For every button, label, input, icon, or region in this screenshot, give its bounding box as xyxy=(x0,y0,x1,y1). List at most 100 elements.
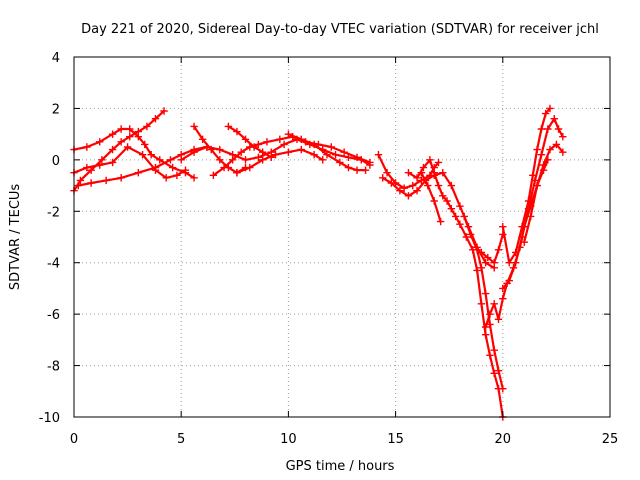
data-point xyxy=(76,176,85,185)
data-point xyxy=(117,125,125,133)
data-point xyxy=(258,156,267,164)
data-point xyxy=(216,145,224,154)
data-point xyxy=(353,153,361,161)
data-point xyxy=(417,169,426,177)
data-point xyxy=(505,277,513,285)
data-point xyxy=(481,259,490,267)
plot-frame xyxy=(73,56,611,418)
data-point xyxy=(477,300,486,308)
data-point xyxy=(126,125,134,133)
y-tick-label: 2 xyxy=(52,102,60,117)
data-point xyxy=(134,169,143,177)
data-point xyxy=(254,140,263,149)
y-tick-label: 0 xyxy=(52,154,60,169)
data-point xyxy=(499,284,507,293)
data-point xyxy=(98,156,106,164)
data-point xyxy=(430,169,438,177)
data-point xyxy=(443,197,451,205)
data-point xyxy=(473,266,481,275)
data-point xyxy=(336,158,344,167)
data-point xyxy=(143,122,151,131)
series-track-16 xyxy=(477,230,507,267)
data-point xyxy=(198,135,207,143)
data-point xyxy=(344,163,353,172)
data-point xyxy=(147,151,155,159)
data-point xyxy=(404,169,413,177)
data-point xyxy=(108,145,117,154)
data-point xyxy=(138,151,147,159)
series-line xyxy=(227,125,273,159)
data-point xyxy=(511,259,520,267)
data-point xyxy=(228,156,237,164)
data-point xyxy=(246,163,254,172)
data-point xyxy=(447,205,456,213)
data-point xyxy=(430,197,438,205)
data-point xyxy=(344,153,353,161)
x-tick-label: 15 xyxy=(387,432,404,447)
data-point xyxy=(419,163,428,172)
series-track-4 xyxy=(74,143,211,190)
data-point xyxy=(529,171,537,179)
data-point xyxy=(559,133,567,141)
data-point xyxy=(466,230,475,239)
x-tick-label: 0 xyxy=(70,432,78,447)
x-tick-label: 20 xyxy=(495,432,512,447)
series-track-19 xyxy=(499,104,554,267)
grid xyxy=(74,57,610,417)
series-track-15 xyxy=(460,212,507,393)
series-track-14 xyxy=(417,169,445,226)
y-tick-label: -2 xyxy=(47,205,60,220)
data-point xyxy=(190,174,198,182)
data-point xyxy=(413,187,421,195)
series-track-18 xyxy=(499,115,567,293)
x-tick-label: 25 xyxy=(602,432,619,447)
chart-title: Day 221 of 2020, Sidereal Day-to-day VTE… xyxy=(81,22,599,37)
data-point xyxy=(297,135,305,143)
data-point xyxy=(340,148,348,156)
data-point xyxy=(319,156,327,164)
data-point xyxy=(327,143,335,151)
data-point xyxy=(409,181,417,190)
data-point xyxy=(331,151,340,159)
data-point xyxy=(284,130,293,138)
x-tick-labels: 0 5 10 15 20 25 xyxy=(70,432,618,447)
series-track-13 xyxy=(404,156,507,421)
y-tick-label: 4 xyxy=(52,51,60,66)
series-track-5 xyxy=(177,135,374,169)
data-point xyxy=(537,125,546,133)
data-point xyxy=(396,187,404,195)
data-point xyxy=(518,223,526,231)
data-point xyxy=(379,174,387,182)
series-layer xyxy=(70,104,567,421)
data-point xyxy=(361,166,370,174)
data-point xyxy=(310,140,318,149)
data-point xyxy=(117,138,125,146)
data-point xyxy=(484,253,492,262)
data-point xyxy=(263,138,271,146)
data-point xyxy=(436,217,445,226)
data-point xyxy=(439,169,447,177)
data-point xyxy=(462,233,471,241)
y-tick-label: -8 xyxy=(47,360,60,375)
data-point xyxy=(233,127,241,136)
y-tick-label: -6 xyxy=(47,308,60,323)
series-track-7 xyxy=(209,133,374,179)
data-point xyxy=(237,148,245,156)
data-point xyxy=(546,145,554,154)
data-point xyxy=(537,151,546,159)
data-point xyxy=(284,148,293,156)
data-point xyxy=(544,125,552,133)
data-point xyxy=(424,181,432,190)
data-point xyxy=(520,238,528,246)
data-point xyxy=(486,320,494,329)
data-point xyxy=(166,156,175,164)
data-point xyxy=(473,246,481,254)
data-point xyxy=(481,331,490,339)
data-point xyxy=(554,125,563,133)
data-point xyxy=(151,115,160,123)
data-point xyxy=(250,143,258,151)
data-point xyxy=(297,145,305,154)
data-point xyxy=(190,148,198,156)
data-point xyxy=(490,300,498,308)
